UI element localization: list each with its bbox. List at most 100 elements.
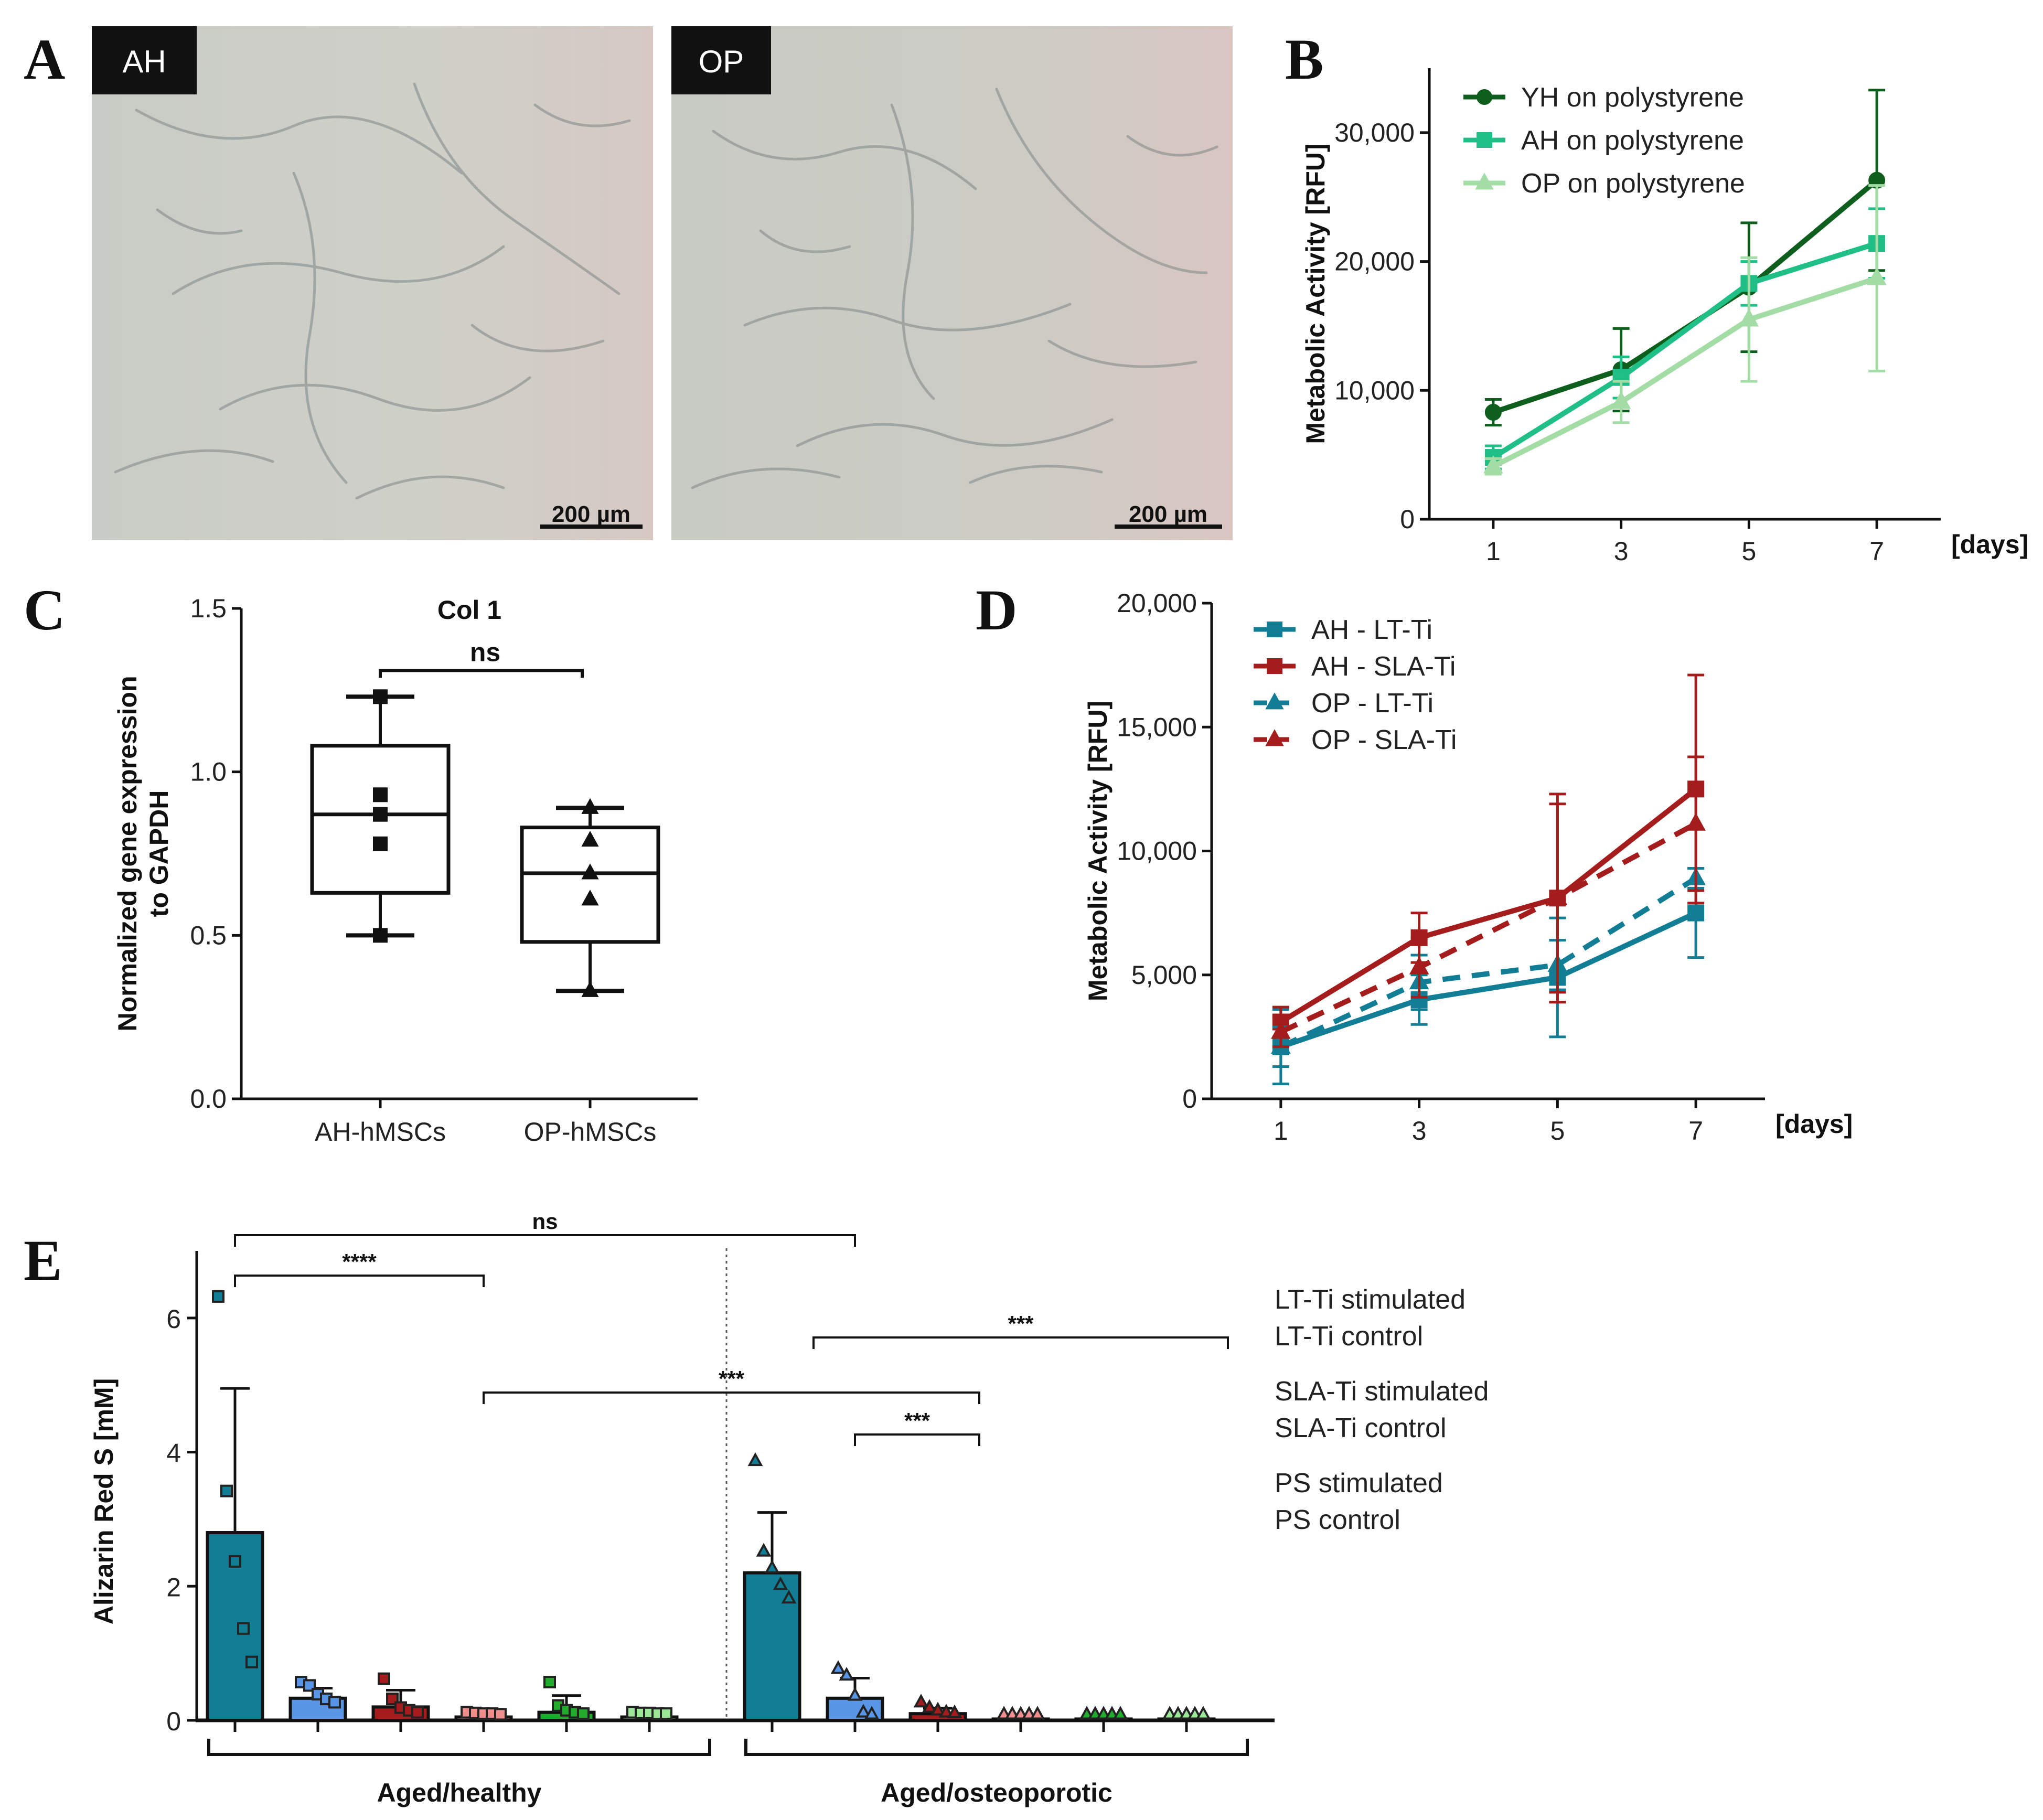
- scalebar-ah: 200 µm: [552, 501, 630, 527]
- data-point: [1113, 1706, 1128, 1720]
- legend-marker: [1477, 89, 1492, 105]
- chart-e: 0 2 4 6 Alizarin Red S [mM] Aged/healthy Aged/…: [89, 1209, 1489, 1807]
- y-tick-label: 4: [166, 1439, 181, 1468]
- box-2: OP-hMSCs: [520, 798, 660, 1147]
- y-tick-label: 0: [166, 1707, 181, 1736]
- data-point: [660, 1707, 672, 1720]
- series-line: [1279, 787, 1698, 1024]
- significance-bracket: [812, 1336, 1229, 1349]
- y-tick-label: 10,000: [1334, 376, 1415, 405]
- data-point: [781, 1590, 797, 1604]
- data-point: [1484, 404, 1502, 421]
- data-point: [773, 1576, 788, 1590]
- bar-group-9: [908, 1694, 967, 1732]
- x-axis-label: [days]: [1951, 530, 2028, 559]
- box-iqr: [310, 744, 451, 895]
- legend-label: AH - LT-Ti: [1311, 615, 1432, 645]
- data-point: [1867, 267, 1887, 285]
- y-tick-label: 0.5: [190, 920, 227, 950]
- legend-marker: [1265, 692, 1284, 710]
- data-point: [373, 787, 388, 802]
- y-tick-label: 5,000: [1131, 960, 1197, 990]
- group-label: Aged/osteoporotic: [881, 1778, 1113, 1807]
- group-label: Aged/healthy: [377, 1778, 542, 1807]
- x-tick-label: 3: [1412, 1116, 1427, 1145]
- data-point: [839, 1667, 854, 1681]
- data-point: [1030, 1706, 1045, 1720]
- legend-label: SLA-Ti control: [1275, 1413, 1447, 1443]
- data-point: [328, 1696, 341, 1709]
- data-point: [373, 689, 388, 704]
- x-tick-label: 7: [1688, 1116, 1703, 1145]
- x-tick-label: 5: [1550, 1116, 1565, 1145]
- legend-label: OP - SLA-Ti: [1311, 725, 1457, 755]
- data-point: [577, 1707, 590, 1720]
- data-point: [930, 1701, 946, 1716]
- micrograph-op-label: OP: [699, 44, 744, 79]
- micrograph-ah: AH 200 µm: [92, 26, 653, 540]
- series-4: OP - SLA-Ti: [1254, 725, 1706, 1048]
- significance-label: ***: [904, 1408, 930, 1433]
- data-point: [830, 1660, 846, 1674]
- scalebar-op: 200 µm: [1129, 501, 1207, 527]
- significance-label: ns: [532, 1209, 558, 1234]
- group-bracket: [744, 1739, 1249, 1756]
- panel-letter-d: D: [976, 578, 1017, 642]
- data-point: [922, 1699, 937, 1713]
- bar-group-3: [371, 1672, 430, 1732]
- legend-marker: [1267, 658, 1282, 674]
- bar-group-10: [991, 1706, 1050, 1732]
- panel-letter-b: B: [1285, 27, 1323, 91]
- legend-label: YH on polystyrene: [1521, 82, 1744, 113]
- chart-d: 0 5,000 10,000 15,000 20,000 1 3 5 7 [days] Metabo…: [1083, 588, 1853, 1145]
- series-line: [1492, 241, 1878, 460]
- data-point: [373, 836, 388, 851]
- data-point: [581, 798, 599, 814]
- y-axis-label: Alizarin Red S [mM]: [89, 1378, 119, 1624]
- panel-letter-e: E: [24, 1228, 62, 1292]
- data-point: [847, 1687, 863, 1701]
- data-point: [581, 863, 599, 880]
- significance-label: ****: [342, 1249, 377, 1274]
- data-point: [747, 1452, 763, 1466]
- bar-group-5: [537, 1676, 596, 1732]
- data-point: [1611, 391, 1631, 409]
- data-point: [1547, 887, 1568, 905]
- series-line: [1279, 876, 1697, 1050]
- y-tick-label: 1.0: [190, 757, 227, 787]
- legend-label: OP - LT-Ti: [1311, 688, 1434, 719]
- data-point: [1271, 1021, 1291, 1039]
- data-point: [378, 1672, 390, 1685]
- y-tick-label: 20,000: [1334, 247, 1415, 276]
- legend-marker: [1265, 729, 1284, 746]
- legend-label: PS stimulated: [1275, 1468, 1443, 1498]
- significance-label: ***: [719, 1366, 745, 1391]
- data-point: [1686, 812, 1706, 831]
- data-point: [543, 1676, 556, 1689]
- legend-marker: [1477, 132, 1492, 148]
- data-point: [212, 1290, 224, 1303]
- x-tick-label: 1: [1274, 1116, 1288, 1145]
- significance-bracket: [379, 669, 584, 678]
- significance-bracket: [234, 1234, 856, 1247]
- data-point: [220, 1484, 233, 1497]
- x-tick-label: 5: [1741, 537, 1756, 566]
- series-3: OP on polystyrene: [1463, 168, 1887, 476]
- data-point: [581, 981, 599, 997]
- series-line: [1280, 911, 1697, 1050]
- y-tick-label: 0.0: [190, 1084, 227, 1114]
- y-axis-label: Metabolic Activity [RFU]: [1083, 701, 1113, 1001]
- series-line: [1492, 275, 1878, 469]
- series-line: [1279, 821, 1697, 1034]
- bar-group-11: [1074, 1706, 1133, 1732]
- y-tick-label: 6: [166, 1304, 181, 1334]
- data-point: [855, 1704, 871, 1718]
- legend-label: LT-Ti control: [1275, 1321, 1423, 1352]
- legend-label: AH - SLA-Ti: [1311, 651, 1456, 682]
- bar-group-12: [1157, 1706, 1216, 1732]
- x-tick-label: OP-hMSCs: [524, 1117, 657, 1147]
- panel-letter-a: A: [24, 27, 65, 91]
- series-1: YH on polystyrene: [1463, 82, 1886, 427]
- y-tick-label: 0: [1400, 505, 1415, 534]
